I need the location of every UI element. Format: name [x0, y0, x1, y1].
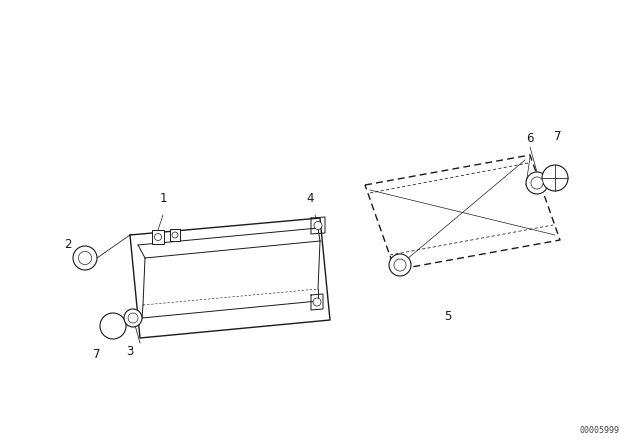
Circle shape: [531, 177, 543, 189]
Text: 4: 4: [307, 192, 314, 205]
Circle shape: [79, 251, 92, 265]
Text: 5: 5: [444, 310, 452, 323]
Circle shape: [394, 259, 406, 271]
Circle shape: [100, 313, 126, 339]
Text: 00005999: 00005999: [580, 426, 620, 435]
Bar: [170, 229, 180, 241]
Text: 2: 2: [64, 238, 72, 251]
Text: 7: 7: [93, 348, 100, 361]
Text: 6: 6: [526, 132, 534, 145]
Circle shape: [154, 233, 161, 241]
Bar: [152, 230, 164, 244]
Circle shape: [124, 309, 142, 327]
Circle shape: [542, 165, 568, 191]
Circle shape: [172, 232, 178, 238]
Text: 3: 3: [126, 345, 134, 358]
Circle shape: [73, 246, 97, 270]
Text: 1: 1: [159, 192, 167, 205]
Circle shape: [526, 172, 548, 194]
Text: 7: 7: [554, 130, 562, 143]
Circle shape: [128, 313, 138, 323]
Circle shape: [314, 221, 322, 229]
Circle shape: [313, 298, 321, 306]
Circle shape: [389, 254, 411, 276]
